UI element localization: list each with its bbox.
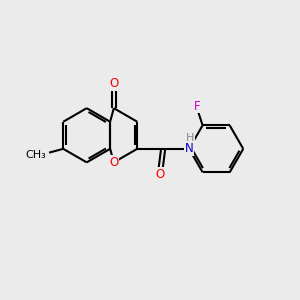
Text: CH₃: CH₃ [26,150,46,160]
Text: O: O [156,168,165,181]
Text: N: N [185,142,194,155]
Text: F: F [194,100,201,113]
Text: O: O [109,156,119,169]
Text: H: H [186,133,195,142]
Text: O: O [109,77,119,90]
